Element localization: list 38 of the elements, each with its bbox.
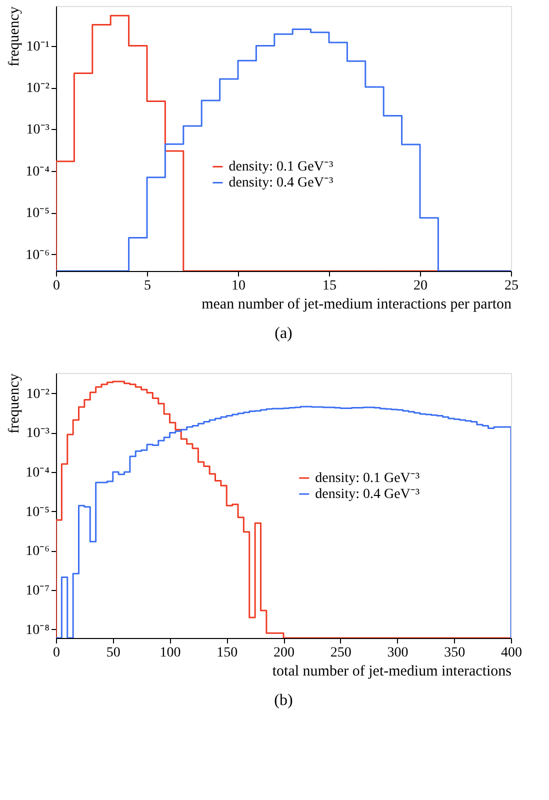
y-tick-label: 10⁻⁶ <box>26 248 50 263</box>
text: (b) <box>274 692 293 709</box>
legend-label: density: 0.4 GeV⁻³ <box>228 176 334 191</box>
y-tick-label: 10⁻³ <box>26 426 50 442</box>
y-tick-label: 10⁻⁵ <box>26 206 50 222</box>
x-axis-title: total number of jet-medium interactions <box>272 664 512 680</box>
y-tick-label: 10⁻⁷ <box>26 583 50 598</box>
legend-label: density: 0.1 GeV⁻³ <box>315 471 420 486</box>
text: (a) <box>274 325 292 342</box>
y-axis-title: frequency <box>6 373 23 434</box>
x-tick-label: 0 <box>53 646 60 660</box>
x-tick-label: 25 <box>504 278 518 294</box>
x-tick-label: 200 <box>274 646 294 660</box>
y-axis-title: frequency <box>6 6 23 66</box>
x-tick-label: 150 <box>216 646 238 660</box>
x-tick-label: 15 <box>322 278 336 294</box>
x-tick-label: 20 <box>414 278 428 294</box>
x-tick-label: 350 <box>444 646 466 660</box>
legend-label: density: 0.4 GeV⁻³ <box>315 487 420 502</box>
x-tick-label: 300 <box>387 646 408 660</box>
x-tick-label: 0 <box>53 278 60 294</box>
y-tick-label: 10⁻⁴ <box>26 164 50 180</box>
x-tick-label: 5 <box>144 278 151 294</box>
y-tick-label: 10⁻⁵ <box>26 504 50 520</box>
y-tick-label: 10⁻¹ <box>26 39 50 54</box>
y-tick-label: 10⁻⁶ <box>26 544 50 560</box>
y-tick-label: 10⁻² <box>26 386 50 402</box>
y-tick-label: 10⁻⁴ <box>26 466 50 481</box>
x-tick-label: 10 <box>232 278 246 294</box>
x-axis-title: mean number of jet-medium interactions per parton <box>202 296 512 312</box>
y-tick-label: 10⁻² <box>26 81 50 96</box>
legend-label: density: 0.1 GeV⁻³ <box>228 160 334 175</box>
y-tick-label: 10⁻⁸ <box>26 622 50 638</box>
x-tick-label: 400 <box>501 646 522 660</box>
x-tick-label: 250 <box>330 646 352 660</box>
y-tick-label: 10⁻³ <box>26 122 50 138</box>
x-tick-label: 100 <box>160 646 181 660</box>
x-tick-label: 50 <box>106 646 120 660</box>
